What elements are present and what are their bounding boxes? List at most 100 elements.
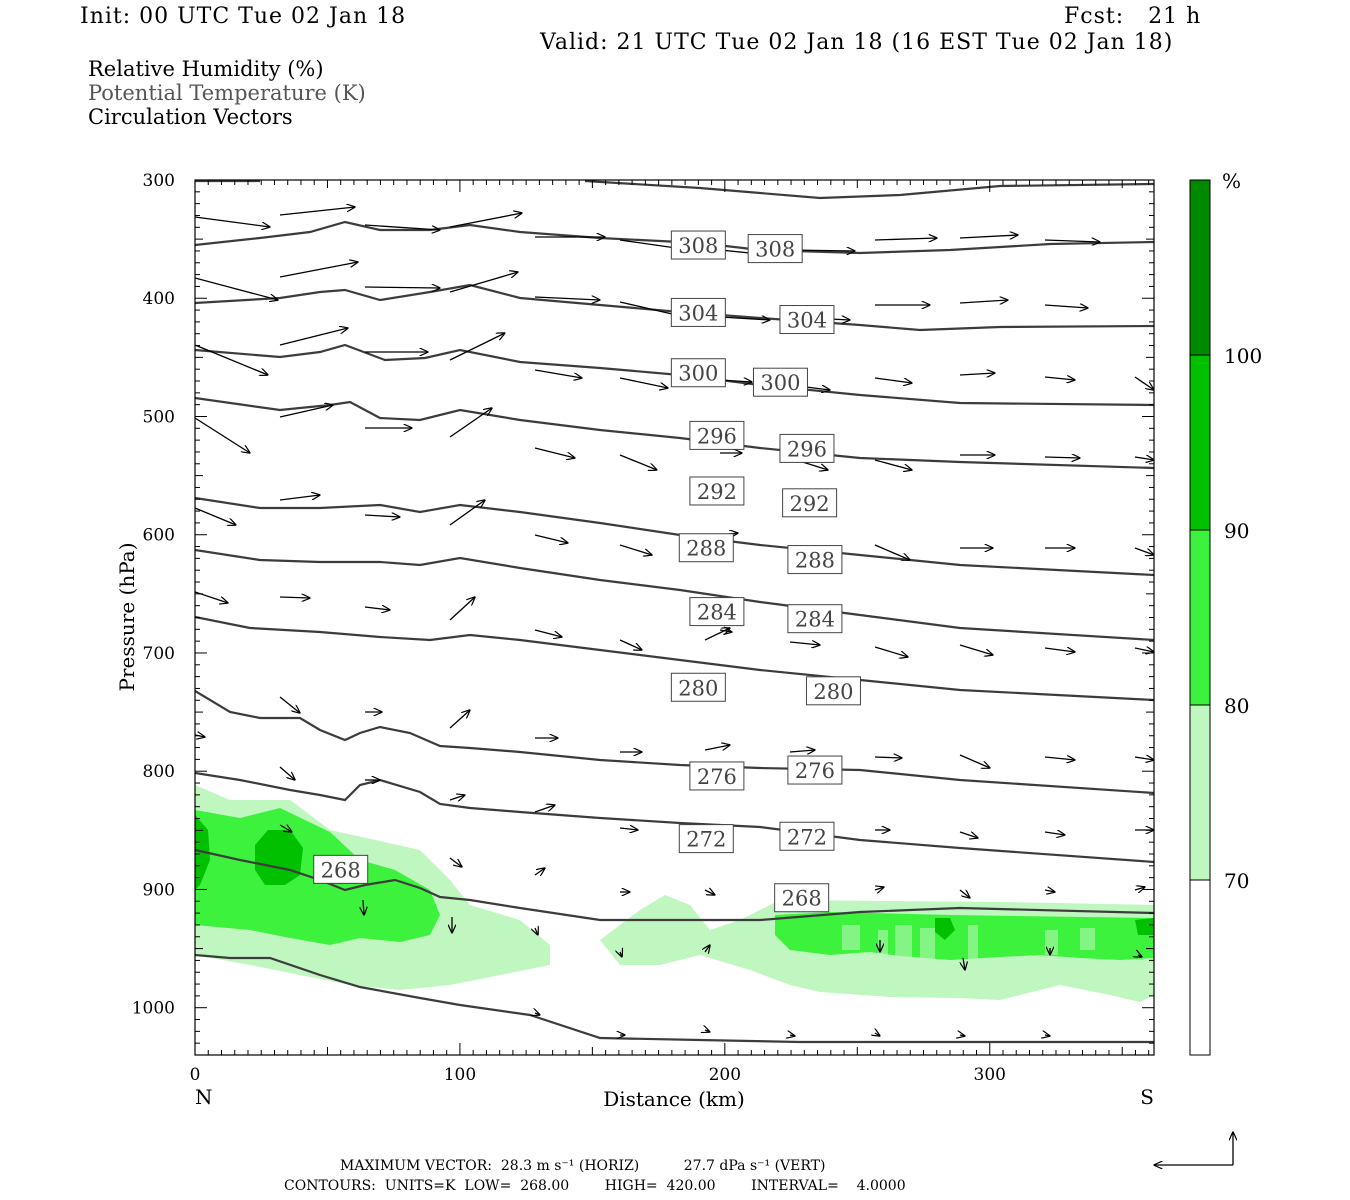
vector-82 [279,766,295,780]
rh-band-gap-1 [878,930,888,955]
vector-62 [619,639,642,650]
vector-102 [1134,887,1145,890]
north-label: N [195,1085,213,1109]
vector-42 [874,459,912,470]
footer-contours: CONTOURS: UNITS=K LOW= 268.00 HIGH= 420.… [284,1178,906,1194]
vector-93 [279,825,292,832]
contour-label-292: 292 [782,488,838,518]
contour-label-box [805,676,861,706]
vector-69 [1134,648,1154,652]
plot-frame [194,179,1155,1056]
theta-contour-3 [195,283,1154,332]
legend-rh: Relative Humidity (%) [88,57,324,81]
contour-label-text: 292 [697,480,737,504]
vector-80 [1044,757,1075,760]
rh-90-region-0 [255,830,303,885]
contour-label-box [670,297,726,327]
theta-contour-4 [195,343,1154,407]
vector-68 [1044,648,1075,652]
contour-label-300: 300 [670,358,726,388]
contour-label-text: 280 [813,680,853,704]
vector-46 [195,507,236,525]
vector-118 [1045,1035,1050,1036]
y-axis-label: Pressure (hPa) [115,543,139,692]
contour-label-text: 268 [782,887,822,911]
vector-3 [449,213,522,228]
vector-15 [534,297,600,300]
theta-contour-5 [195,396,1154,470]
vector-79 [959,754,990,768]
vector-103 [363,899,364,915]
contour-label-296: 296 [779,433,835,463]
vector-30 [874,377,912,383]
rh-fill-layer [195,785,1154,1002]
colorbar-segment-2 [1189,529,1211,706]
colorbar-label-100: 100 [1224,344,1262,368]
contour-label-text: 300 [760,371,800,395]
vector-23 [279,328,348,346]
contour-label-304: 304 [670,297,726,327]
vector-48 [364,515,400,517]
vector-64 [704,628,730,641]
vector-90 [959,831,978,838]
vector-76 [704,745,730,751]
y-tick-label-400: 400 [143,289,175,309]
contour-label-276: 276 [787,755,843,785]
contour-label-text: 288 [686,537,726,561]
vector-25 [449,333,505,361]
theta-contour-11 [195,848,1154,922]
rh-band-gap-3 [920,928,935,960]
vector-0 [195,216,270,227]
theta-contour-1 [584,180,1154,200]
rh-80-region-1 [775,912,1154,960]
rh-band-gap-6 [1080,928,1095,950]
forecast-hour: Fcst: 21 h [1064,4,1202,29]
contour-label-box [787,755,843,785]
rh-90-region-2 [935,918,955,940]
contour-label-288: 288 [787,545,843,575]
contour-label-292: 292 [689,476,745,506]
legend-vectors: Circulation Vectors [88,105,293,129]
vector-95 [534,868,545,875]
colorbar-label-70: 70 [1224,869,1249,893]
vector-114 [705,1030,710,1032]
contour-label-box [787,604,843,634]
contour-label-box [670,230,726,260]
vector-116 [875,1033,880,1036]
vector-17 [719,317,770,320]
contour-label-268: 268 [313,854,369,884]
vector-66 [874,646,908,657]
contour-label-text: 288 [795,549,835,573]
vector-71 [279,696,300,713]
vector-9 [959,235,1018,238]
contour-label-box [689,761,745,791]
vector-47 [279,495,320,501]
vector-2 [364,224,440,230]
contour-label-288: 288 [678,533,734,563]
y-tick-label-1000: 1000 [132,999,175,1019]
vector-84 [449,795,465,800]
theta-contour-9 [195,690,1154,795]
contour-label-text: 276 [795,759,835,783]
vector-106 [620,952,622,957]
contour-label-276: 276 [689,761,745,791]
contour-label-text: 304 [678,301,718,325]
colorbar: 100 90 80 70% [1189,169,1262,1056]
y-tick-label-900: 900 [143,880,175,900]
vector-65 [789,642,820,645]
vector-60 [449,597,475,621]
vector-12 [279,262,358,278]
contour-label-268: 268 [774,883,830,913]
contour-label-308: 308 [747,234,803,264]
contour-label-box [779,305,835,335]
vector-94 [449,857,462,867]
vector-97 [704,890,715,895]
contour-label-304: 304 [779,305,835,335]
x-tick-label-0: 0 [190,1065,201,1085]
contour-label-box [689,476,745,506]
vector-111 [1138,955,1142,957]
vector-45 [1134,457,1154,460]
contour-label-284: 284 [689,597,745,627]
vector-109 [963,957,965,970]
